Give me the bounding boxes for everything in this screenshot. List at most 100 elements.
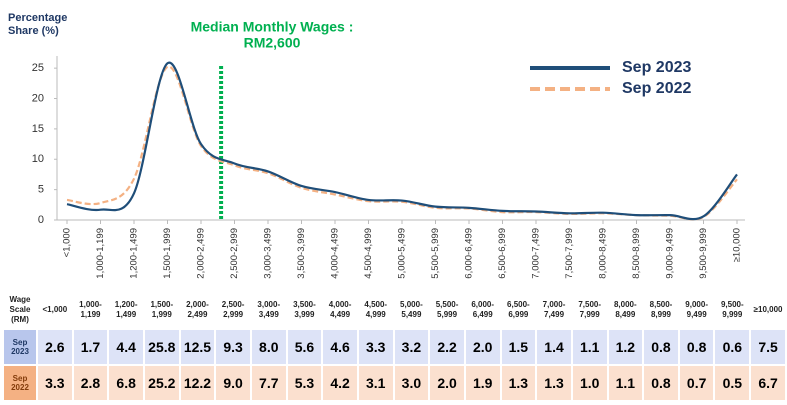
table-cell: 1.5 (501, 330, 536, 364)
table-cell: 12.2 (180, 366, 215, 400)
column-header: 1,200-1,499 (114, 300, 138, 319)
y-tick-label: 15 (32, 123, 44, 135)
x-tick-label: <1,000 (62, 228, 73, 257)
table-cell: 3.2 (394, 330, 429, 364)
table-cell: 0.7 (679, 366, 714, 400)
table-cell: 7.7 (251, 366, 286, 400)
table-cell: 2.6 (38, 330, 72, 364)
column-header: 3,500-3,999 (293, 300, 316, 319)
table-cell: 2.0 (465, 330, 500, 364)
column-header: 5,500-5,999 (435, 300, 459, 319)
table-cell: 9.0 (216, 366, 250, 400)
table-cell: 1.1 (608, 366, 643, 400)
table-cell: 5.3 (287, 366, 322, 400)
column-header: 8,500-8,999 (649, 300, 673, 319)
y-tick-label: 10 (32, 153, 44, 165)
column-header: 3,000-3,499 (257, 300, 281, 319)
x-tick-label: 5,000-5,499 (397, 228, 408, 279)
table-cell: 6.7 (751, 366, 785, 400)
table-cell: 0.8 (644, 366, 678, 400)
column-header: 4,000-4,499 (328, 300, 352, 319)
x-tick-label: 2,500-2,999 (229, 228, 240, 279)
table-cell: 9.3 (216, 330, 250, 364)
column-header: 7,000-7,499 (542, 300, 566, 319)
table-cell: 2.2 (430, 330, 464, 364)
y-axis-label: Share (%) (8, 25, 59, 37)
column-header: 5,000-5,499 (400, 300, 423, 319)
table-cell: 1.3 (537, 366, 571, 400)
table-cell: 3.0 (394, 366, 429, 400)
table-cell: 3.1 (358, 366, 393, 400)
table-cell: 1.2 (608, 330, 643, 364)
column-header: <1,000 (42, 305, 68, 314)
column-header: ≥10,000 (753, 305, 783, 314)
annotation: Median Monthly Wages : (191, 19, 354, 35)
x-tick-label: 6,500-6,999 (497, 228, 508, 279)
table-row: Sep 2023 2.6 1.7 4.4 25.8 12.5 9.3 8.0 5.6 4.6 3.3… (4, 330, 785, 364)
chart: Percentage Share (%) Median Monthly Wage… (8, 12, 745, 279)
y-axis-label: Percentage (8, 12, 67, 24)
x-tick-label: ≥10,000 (732, 228, 743, 262)
data-table: Wage Scale (RM) <1,000 1,000-1,199 1,200-1,… (2, 290, 787, 402)
y-tick-label: 0 (38, 214, 44, 226)
table-cell: 4.2 (323, 366, 357, 400)
column-header: 6,000-6,499 (471, 300, 495, 319)
legend-label: Sep 2023 (622, 59, 691, 76)
x-tick-label: 5,500-5,999 (430, 228, 441, 279)
x-tick-label: 1,200-1,499 (129, 228, 140, 279)
table-header: Wage Scale (RM) <1,000 1,000-1,199 1,200-1,… (4, 292, 785, 328)
x-tick-label: 6,000-6,499 (464, 228, 475, 279)
table-row: Sep 2022 3.3 2.8 6.8 25.2 12.2 9.0 7.7 5.3 4.2 3.1… (4, 366, 785, 400)
x-tick-label: 8,000-8,499 (598, 228, 609, 279)
table-cell: 6.8 (109, 366, 143, 400)
x-tick-label: 3,500-3,999 (296, 228, 307, 279)
table-cell: 3.3 (358, 330, 393, 364)
table-cell: 25.2 (144, 366, 179, 400)
annotation: RM2,600 (244, 35, 301, 51)
row-header: Wage Scale (RM) (9, 295, 31, 324)
row-header: Sep 2022 (4, 366, 36, 400)
table-cell: 0.5 (715, 366, 750, 400)
table-cell: 1.0 (572, 366, 607, 400)
column-header: 1,000-1,199 (79, 300, 102, 319)
x-tick-label: 9,000-9,499 (665, 228, 676, 279)
series-line (66, 61, 738, 221)
column-header: 7,500-7,999 (578, 300, 602, 319)
table-cell: 0.8 (679, 330, 714, 364)
column-header: 8,000-8,499 (613, 300, 637, 319)
x-tick-label: 2,000-2,499 (196, 228, 207, 279)
row-header: Sep 2023 (4, 330, 36, 364)
column-header: 1,500-1,999 (150, 300, 174, 319)
y-tick-label: 5 (38, 184, 44, 196)
column-header: 4,500-4,999 (364, 300, 388, 319)
column-header: 6,500-6,999 (507, 300, 530, 319)
x-tick-label: 4,500-4,999 (363, 228, 374, 279)
table-cell: 2.0 (430, 366, 464, 400)
table-cell: 1.7 (73, 330, 108, 364)
table-cell: 1.1 (572, 330, 607, 364)
legend-label: Sep 2022 (622, 80, 691, 97)
y-tick-label: 20 (32, 92, 44, 104)
column-header: 9,500-9,999 (720, 300, 744, 319)
table-cell: 1.9 (465, 366, 500, 400)
table-cell: 3.3 (38, 366, 72, 400)
x-tick-label: 9,500-9,999 (698, 228, 709, 279)
x-tick-label: 7,500-7,999 (564, 228, 575, 279)
table-cell: 1.4 (537, 330, 571, 364)
table-cell: 4.4 (109, 330, 143, 364)
table-cell: 1.3 (501, 366, 536, 400)
x-tick-label: 1,500-1,999 (162, 228, 173, 279)
x-tick-label: 1,000-1,199 (95, 228, 106, 279)
table-cell: 12.5 (180, 330, 215, 364)
x-tick-label: 7,000-7,499 (531, 228, 542, 279)
column-header: 2,000-2,499 (186, 300, 209, 319)
table-cell: 0.8 (644, 330, 678, 364)
column-header: 2,500-2,999 (221, 300, 245, 319)
table-cell: 2.8 (73, 366, 108, 400)
table-cell: 4.6 (323, 330, 357, 364)
x-tick-label: 8,500-8,999 (631, 228, 642, 279)
table-cell: 5.6 (287, 330, 322, 364)
y-tick-label: 25 (32, 62, 44, 74)
x-tick-label: 3,000-3,499 (263, 228, 274, 279)
